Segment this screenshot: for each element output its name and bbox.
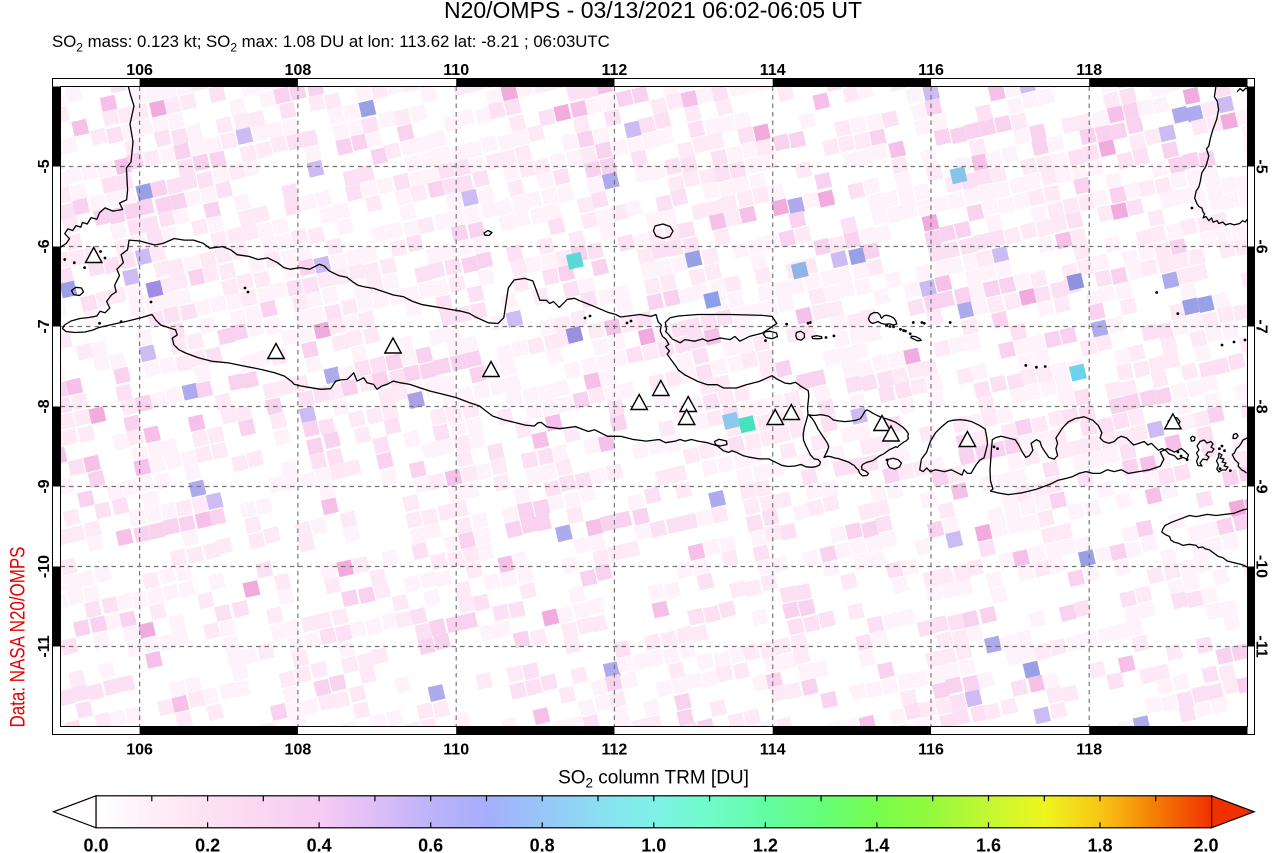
svg-text:118: 118 [1076, 62, 1102, 79]
svg-text:1.6: 1.6 [976, 836, 1001, 853]
svg-text:-11: -11 [36, 635, 53, 657]
svg-text:1.8: 1.8 [1087, 836, 1112, 853]
svg-text:108: 108 [285, 742, 312, 759]
svg-text:-10: -10 [36, 555, 53, 578]
svg-text:106: 106 [126, 742, 153, 759]
svg-text:-5: -5 [1253, 159, 1270, 173]
svg-text:0.0: 0.0 [83, 836, 108, 853]
svg-text:2.0: 2.0 [1193, 836, 1218, 853]
svg-text:1.2: 1.2 [753, 836, 778, 853]
svg-text:118: 118 [1076, 742, 1102, 759]
svg-text:-9: -9 [1253, 479, 1270, 493]
svg-text:SO2 column TRM [DU]: SO2 column TRM [DU] [558, 768, 749, 791]
svg-text:114: 114 [760, 62, 786, 79]
svg-text:-11: -11 [1253, 635, 1270, 657]
svg-text:110: 110 [443, 742, 469, 759]
svg-text:0.6: 0.6 [418, 836, 443, 853]
svg-text:-5: -5 [36, 159, 53, 173]
svg-text:-7: -7 [36, 319, 53, 333]
svg-text:0.2: 0.2 [195, 836, 220, 853]
svg-text:-8: -8 [36, 399, 53, 413]
svg-text:112: 112 [601, 62, 627, 79]
svg-text:116: 116 [918, 742, 944, 759]
svg-text:1.4: 1.4 [864, 836, 889, 853]
svg-text:-8: -8 [1253, 399, 1270, 413]
svg-text:-7: -7 [1253, 319, 1270, 333]
svg-text:112: 112 [601, 742, 627, 759]
svg-text:-10: -10 [1253, 555, 1270, 578]
svg-text:108: 108 [285, 62, 312, 79]
svg-text:1.0: 1.0 [641, 836, 666, 853]
svg-text:116: 116 [918, 62, 944, 79]
svg-text:110: 110 [443, 62, 469, 79]
svg-text:Data: NASA N20/OMPS: Data: NASA N20/OMPS [6, 547, 30, 728]
svg-text:-9: -9 [36, 479, 53, 493]
svg-text:0.4: 0.4 [307, 836, 332, 853]
svg-text:114: 114 [760, 742, 786, 759]
svg-text:0.8: 0.8 [530, 836, 555, 853]
svg-text:106: 106 [126, 62, 153, 79]
svg-text:-6: -6 [36, 239, 53, 253]
svg-text:-6: -6 [1253, 239, 1270, 253]
